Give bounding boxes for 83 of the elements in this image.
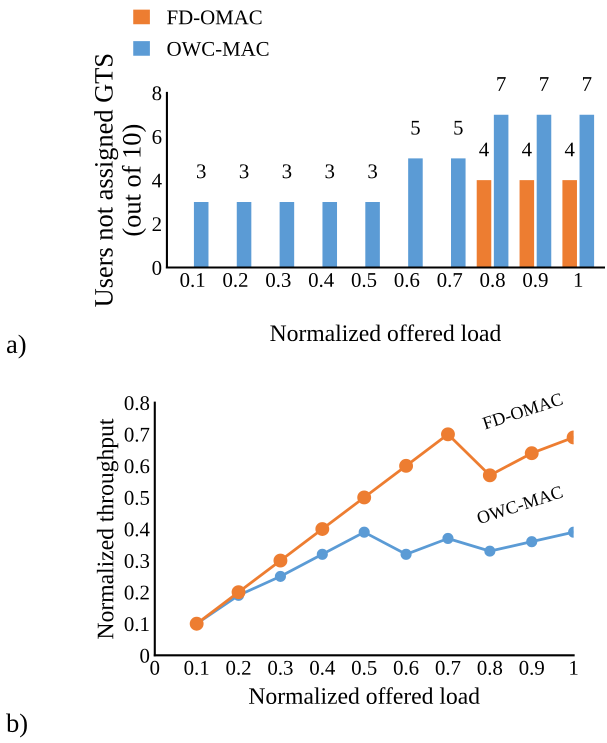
point bbox=[400, 548, 412, 560]
point bbox=[484, 546, 496, 557]
y-tick-label: 0.4 bbox=[124, 522, 150, 537]
point bbox=[482, 468, 497, 482]
y-axis-title: Users not assigned GTS (out of 10) bbox=[94, 54, 146, 307]
x-tick-label: 0.7 bbox=[436, 660, 460, 675]
y-tick-label: 4 bbox=[152, 174, 162, 188]
point bbox=[232, 585, 246, 600]
x-tick-label: 0.3 bbox=[268, 660, 293, 675]
data-label: 5 bbox=[454, 120, 463, 135]
x-tick-label: 0.1 bbox=[180, 272, 204, 288]
x-axis-title: Normalized offered load bbox=[270, 324, 501, 342]
bar bbox=[520, 180, 534, 268]
x-tick-label: 0.2 bbox=[226, 660, 250, 675]
bar bbox=[322, 202, 338, 268]
x-tick-label: 0.5 bbox=[352, 660, 376, 675]
x-tick-label: 0.9 bbox=[520, 660, 544, 675]
point bbox=[357, 490, 372, 504]
y-tick-label: 0 bbox=[152, 260, 162, 275]
data-label: 3 bbox=[326, 164, 334, 178]
y-tick-label: 0.1 bbox=[124, 617, 149, 632]
point bbox=[315, 522, 330, 536]
point bbox=[358, 526, 370, 538]
data-label: 3 bbox=[196, 164, 206, 178]
bar bbox=[536, 114, 552, 268]
data-label: 3 bbox=[368, 164, 377, 178]
bar bbox=[194, 202, 208, 268]
y-tick-label: 8 bbox=[152, 86, 162, 100]
bar bbox=[365, 202, 380, 268]
x-tick-label: 0.3 bbox=[266, 272, 291, 288]
data-label: 3 bbox=[282, 164, 292, 178]
x-tick-label: 0.6 bbox=[394, 660, 418, 675]
y-tick-label: 0.3 bbox=[124, 554, 150, 568]
y-tick-label: 0.6 bbox=[124, 459, 150, 474]
x-tick-label: 0.6 bbox=[394, 272, 420, 288]
point bbox=[399, 458, 414, 473]
x-tick-label: 1 bbox=[570, 660, 578, 675]
x-tick-label: 0.7 bbox=[437, 272, 462, 288]
data-label: 7 bbox=[497, 77, 506, 91]
y-tick-label: 2 bbox=[152, 217, 161, 232]
data-label: 3 bbox=[240, 164, 248, 178]
bar bbox=[451, 158, 466, 268]
x-tick-label: 0.4 bbox=[308, 272, 334, 288]
data-label: 4 bbox=[479, 142, 489, 156]
bar bbox=[476, 180, 492, 268]
text: a) bbox=[7, 334, 26, 359]
y-tick-label: 0.5 bbox=[124, 490, 150, 505]
legend-label: OWC-MAC bbox=[167, 42, 268, 56]
point bbox=[273, 554, 288, 568]
text: b) bbox=[6, 714, 27, 738]
x-axis-title: Normalized offered load bbox=[249, 687, 480, 704]
point bbox=[441, 427, 455, 442]
point bbox=[274, 570, 286, 582]
y-tick-label: 0.7 bbox=[124, 428, 150, 442]
y-axis-title: Normalized throughput bbox=[96, 418, 118, 639]
data-label: 4 bbox=[522, 142, 532, 156]
data-label: 7 bbox=[540, 77, 549, 91]
x-tick-label: 0.5 bbox=[352, 272, 376, 288]
x-tick-label: 0.8 bbox=[480, 272, 505, 288]
point bbox=[442, 532, 454, 544]
y-tick-label: 0 bbox=[140, 648, 150, 663]
bar bbox=[562, 180, 577, 268]
x-tick-label: 1 bbox=[574, 273, 582, 287]
data-label: 4 bbox=[564, 142, 575, 156]
point bbox=[524, 446, 539, 460]
x-tick-label: 0.8 bbox=[478, 660, 502, 675]
data-label: 5 bbox=[411, 120, 420, 135]
bar bbox=[280, 202, 294, 268]
y-tick-label: 0.8 bbox=[124, 396, 150, 410]
legend-label: FD-OMAC bbox=[167, 10, 262, 24]
bar bbox=[236, 202, 252, 268]
x-tick-label: 0.1 bbox=[184, 660, 208, 675]
bar bbox=[408, 158, 423, 268]
y-tick-label: 6 bbox=[152, 130, 162, 144]
bar bbox=[494, 114, 508, 268]
data-label: 7 bbox=[582, 77, 592, 91]
y-tick-label: 0.2 bbox=[124, 586, 149, 600]
x-tick-label: 0.2 bbox=[223, 272, 248, 288]
x-tick-label: 0.9 bbox=[523, 272, 548, 288]
point bbox=[526, 536, 538, 548]
x-tick-label: 0.4 bbox=[310, 660, 336, 675]
point bbox=[316, 548, 328, 560]
bar bbox=[580, 114, 594, 268]
